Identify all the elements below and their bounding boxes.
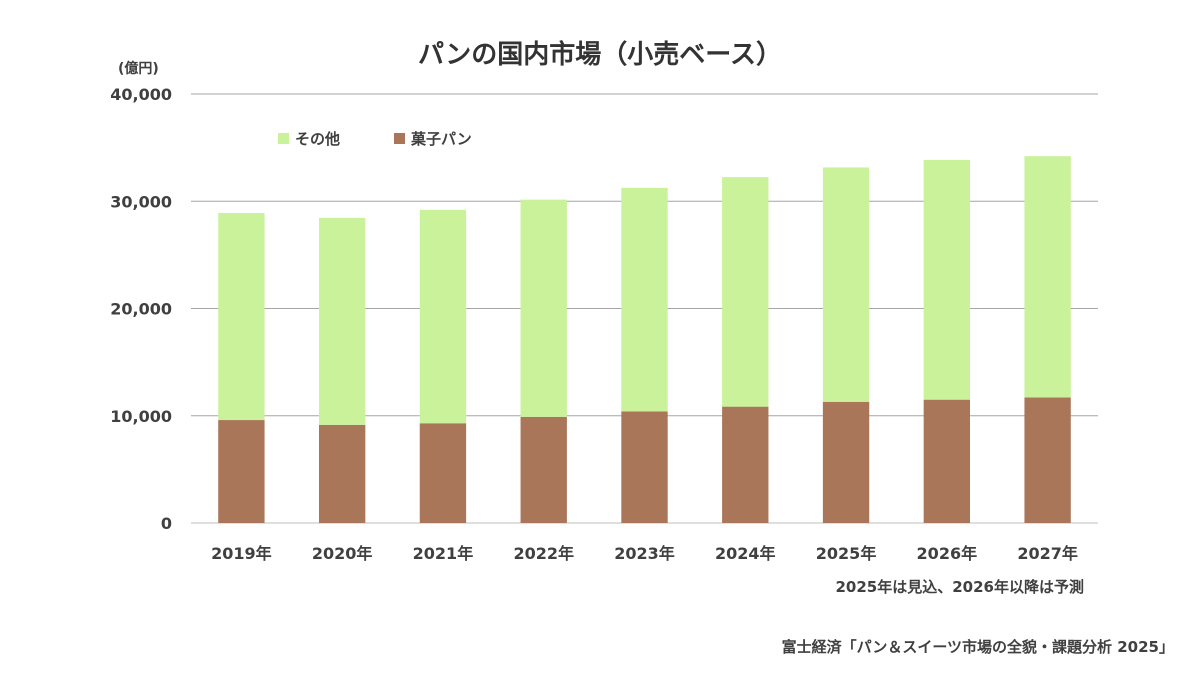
x-tick-label: 2025年 [816, 544, 877, 563]
legend-item-other: その他 [278, 128, 340, 149]
y-tick-label: 0 [161, 514, 172, 533]
bar-segment [722, 406, 769, 523]
bar-segment [822, 401, 870, 523]
y-tick-label: 30,000 [110, 192, 172, 211]
x-tick-label: 2027年 [1017, 544, 1078, 563]
x-tick-label: 2019年 [211, 544, 272, 563]
y-tick-label: 10,000 [110, 407, 172, 426]
x-tick-label: 2023年 [614, 544, 675, 563]
legend-swatch-other [278, 133, 289, 144]
source-credit: 富士経済「パン＆スイーツ市場の全貌・課題分析 2025」 [781, 638, 1174, 656]
x-tick-label: 2021年 [413, 544, 474, 563]
x-tick-label: 2026年 [917, 544, 978, 563]
chart-title: パンの国内市場（小売ベース） [417, 40, 782, 70]
x-tick-label: 2022年 [513, 544, 574, 563]
bar-segment [822, 167, 870, 402]
x-tick-label: 2020年 [312, 544, 373, 563]
legend: その他 菓子パン [278, 128, 472, 149]
bar-segment [621, 411, 668, 523]
bar-segment [923, 399, 971, 523]
bar-segment [1024, 156, 1071, 398]
bar-segment [722, 177, 769, 407]
bar-segment [923, 159, 971, 400]
bar-segment [318, 424, 366, 523]
bar-segment [419, 209, 467, 424]
legend-swatch-sweet-bread [394, 133, 406, 144]
bar-segment [218, 213, 265, 421]
bar-segment [1024, 397, 1071, 523]
bar-segment [520, 199, 567, 417]
legend-item-sweet-bread: 菓子パン [394, 128, 472, 149]
bar-segment [520, 416, 567, 523]
y-axis-unit-label: (億円) [118, 61, 159, 77]
bar-segment [419, 423, 467, 523]
legend-label-other: その他 [295, 130, 341, 148]
bar-segment [318, 217, 366, 425]
bar-segment [621, 187, 668, 412]
bar-segment [218, 420, 265, 523]
y-tick-label: 20,000 [110, 300, 172, 319]
forecast-note: 2025年は見込、2026年以降は予測 [835, 578, 1085, 596]
legend-label-sweet-bread: 菓子パン [411, 130, 472, 148]
x-tick-label: 2024年 [715, 544, 776, 563]
y-tick-label: 40,000 [110, 85, 172, 104]
